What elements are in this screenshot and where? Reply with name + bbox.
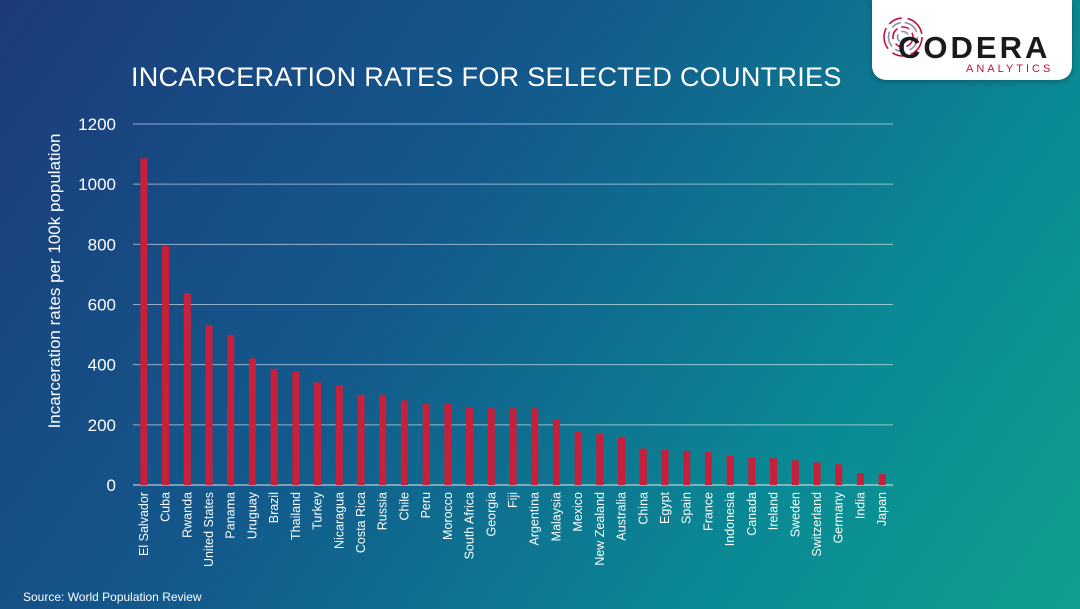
x-tick-label: Argentina <box>528 492 542 546</box>
y-tick-label: 400 <box>88 356 116 375</box>
bar-united-states <box>205 325 213 485</box>
bar-indonesia <box>726 455 734 485</box>
x-tick-label: Sweden <box>788 492 802 537</box>
bar-new-zealand <box>596 433 604 485</box>
bar-china <box>639 448 647 485</box>
x-tick-label: Georgia <box>484 492 498 537</box>
x-tick-label: China <box>636 492 650 525</box>
x-tick-label: Brazil <box>267 492 281 523</box>
bar-mexico <box>574 431 582 485</box>
x-tick-label: Japan <box>875 492 889 526</box>
bar-canada <box>748 457 756 485</box>
y-tick-label: 1000 <box>78 175 116 194</box>
bar-uruguay <box>248 358 256 485</box>
x-tick-label: Indonesia <box>723 492 737 546</box>
fingerprint-icon <box>883 17 923 57</box>
bar-cuba <box>162 246 170 485</box>
x-tick-label: Panama <box>224 492 238 539</box>
bar-switzerland <box>813 462 821 485</box>
bar-india <box>856 472 864 485</box>
bar-australia <box>618 436 626 485</box>
bar-fiji <box>509 408 517 485</box>
x-tick-label: Rwanda <box>180 492 194 538</box>
x-tick-label: Chile <box>397 492 411 521</box>
x-tick-label: Australia <box>615 492 629 541</box>
bar-morocco <box>444 403 452 485</box>
x-tick-label: Ireland <box>767 492 781 530</box>
bar-egypt <box>661 449 669 485</box>
x-tick-label: Malaysia <box>549 492 563 541</box>
bar-france <box>704 451 712 485</box>
bar-panama <box>227 334 235 485</box>
bar-chile <box>400 400 408 485</box>
y-tick-label: 200 <box>88 416 116 435</box>
bar-russia <box>379 394 387 485</box>
bar-rwanda <box>183 293 191 485</box>
y-axis-label: Incarceration rates per 100k population <box>45 134 64 429</box>
y-tick-label: 1200 <box>78 115 116 134</box>
x-tick-label: Turkey <box>311 491 325 529</box>
logo-name: CODERA <box>898 30 1051 65</box>
x-tick-label: Cuba <box>159 492 173 522</box>
bar-thailand <box>292 370 300 485</box>
bar-el-salvador <box>140 158 148 486</box>
x-tick-label: Russia <box>376 492 390 530</box>
bar-sweden <box>791 460 799 485</box>
x-tick-label: Spain <box>680 492 694 524</box>
logo-subtitle: ANALYTICS <box>966 63 1054 75</box>
bar-argentina <box>531 408 539 485</box>
x-tick-label: Costa Rica <box>354 492 368 553</box>
bar-south-africa <box>466 407 474 485</box>
bar-nicaragua <box>335 385 343 485</box>
x-tick-label: Canada <box>745 492 759 536</box>
x-tick-label: Morocco <box>441 492 455 540</box>
bar-turkey <box>314 382 322 485</box>
bar-georgia <box>487 408 495 485</box>
x-axis-ticks: El Salvador Cuba Rwanda United States Panama… <box>137 491 889 567</box>
x-tick-label: Switzerland <box>810 492 824 557</box>
x-tick-label: Germany <box>832 491 846 543</box>
x-tick-label: Uruguay <box>245 491 259 539</box>
source-note: Source: World Population Review <box>23 590 202 604</box>
x-tick-label: Nicaragua <box>332 492 346 549</box>
bar-ireland <box>770 458 778 485</box>
codera-logo: CODERA ANALYTICS <box>872 0 1072 80</box>
bar-japan <box>878 474 886 485</box>
bar-brazil <box>270 368 278 485</box>
x-tick-label: Egypt <box>658 491 672 523</box>
x-tick-label: United States <box>202 492 216 567</box>
x-tick-label: Fiji <box>506 492 520 508</box>
y-tick-label: 0 <box>107 476 116 495</box>
x-tick-label: El Salvador <box>137 492 151 556</box>
bar-peru <box>422 403 430 485</box>
x-tick-label: Peru <box>419 492 433 518</box>
x-tick-label: New Zealand <box>593 492 607 566</box>
x-tick-label: India <box>853 492 867 519</box>
chart-title: INCARCERATION RATES FOR SELECTED COUNTRI… <box>131 62 842 92</box>
bar-germany <box>835 464 843 485</box>
x-tick-label: Mexico <box>571 492 585 532</box>
bar-spain <box>683 450 691 485</box>
x-tick-label: France <box>701 492 715 531</box>
bar-costa-rica <box>357 394 365 485</box>
y-tick-label: 800 <box>88 235 116 254</box>
y-tick-label: 600 <box>88 296 116 315</box>
y-axis-ticks: 0 200 400 600 800 1000 1200 <box>78 115 116 495</box>
x-tick-label: South Africa <box>463 492 477 559</box>
bar-malaysia <box>552 419 560 485</box>
x-tick-label: Thailand <box>289 492 303 540</box>
bars <box>140 158 886 486</box>
